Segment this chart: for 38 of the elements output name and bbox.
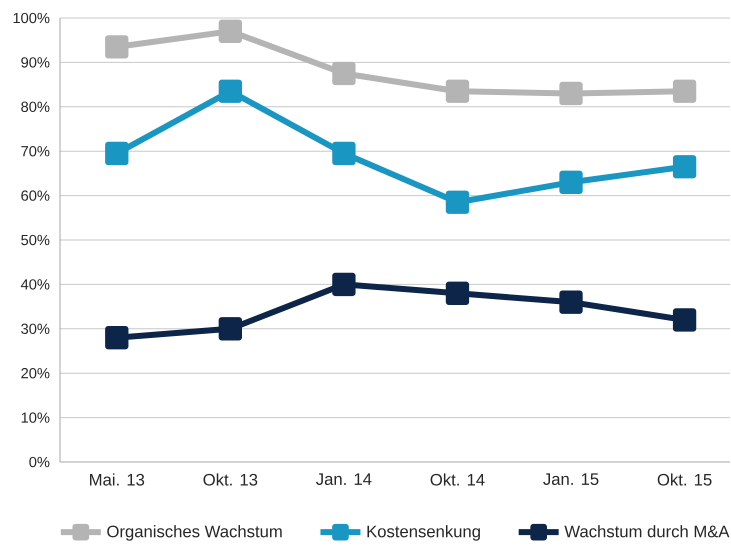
point (446, 282, 470, 305)
legend-label: Organisches Wachstum (107, 525, 282, 541)
y-tick-label: 100% (14, 12, 50, 24)
y-tick-label: 40% (20, 279, 50, 290)
point (332, 62, 356, 86)
point (332, 142, 356, 166)
y-tick-label: 90% (21, 57, 50, 68)
x-tick-label: Jan. 14 (316, 473, 372, 486)
point (672, 80, 696, 103)
y-tick-label: 50% (21, 234, 50, 246)
y-tick-label: 70% (21, 146, 50, 156)
legend-label: Wachstum durch M&A (564, 525, 730, 538)
y-tick-label: 60% (21, 190, 50, 201)
point (446, 80, 470, 103)
point (446, 190, 470, 214)
point (559, 82, 583, 106)
point (218, 317, 242, 340)
x-tick-label: Jan. 15 (543, 473, 598, 486)
x-tick-label: Okt. 13 (204, 473, 258, 486)
point (672, 308, 696, 332)
point (559, 170, 583, 194)
y-tick-label: 0% (29, 456, 50, 468)
y-tick-label: 20% (21, 368, 50, 378)
x-tick-label: Okt. 15 (658, 473, 712, 486)
point (105, 142, 128, 166)
x-tick-label: Okt. 14 (430, 473, 485, 486)
y-tick-label: 30% (21, 324, 50, 334)
point (105, 35, 128, 59)
point (218, 80, 242, 103)
point (332, 272, 356, 296)
y-tick-label: 80% (21, 102, 50, 112)
y-tick-label: 10% (22, 412, 50, 423)
legend-label: Kostensenkung (367, 525, 480, 541)
x-tick-label: Mai. 13 (90, 473, 144, 486)
point (559, 290, 583, 314)
point (672, 155, 696, 178)
point (105, 326, 128, 350)
point (218, 20, 242, 43)
